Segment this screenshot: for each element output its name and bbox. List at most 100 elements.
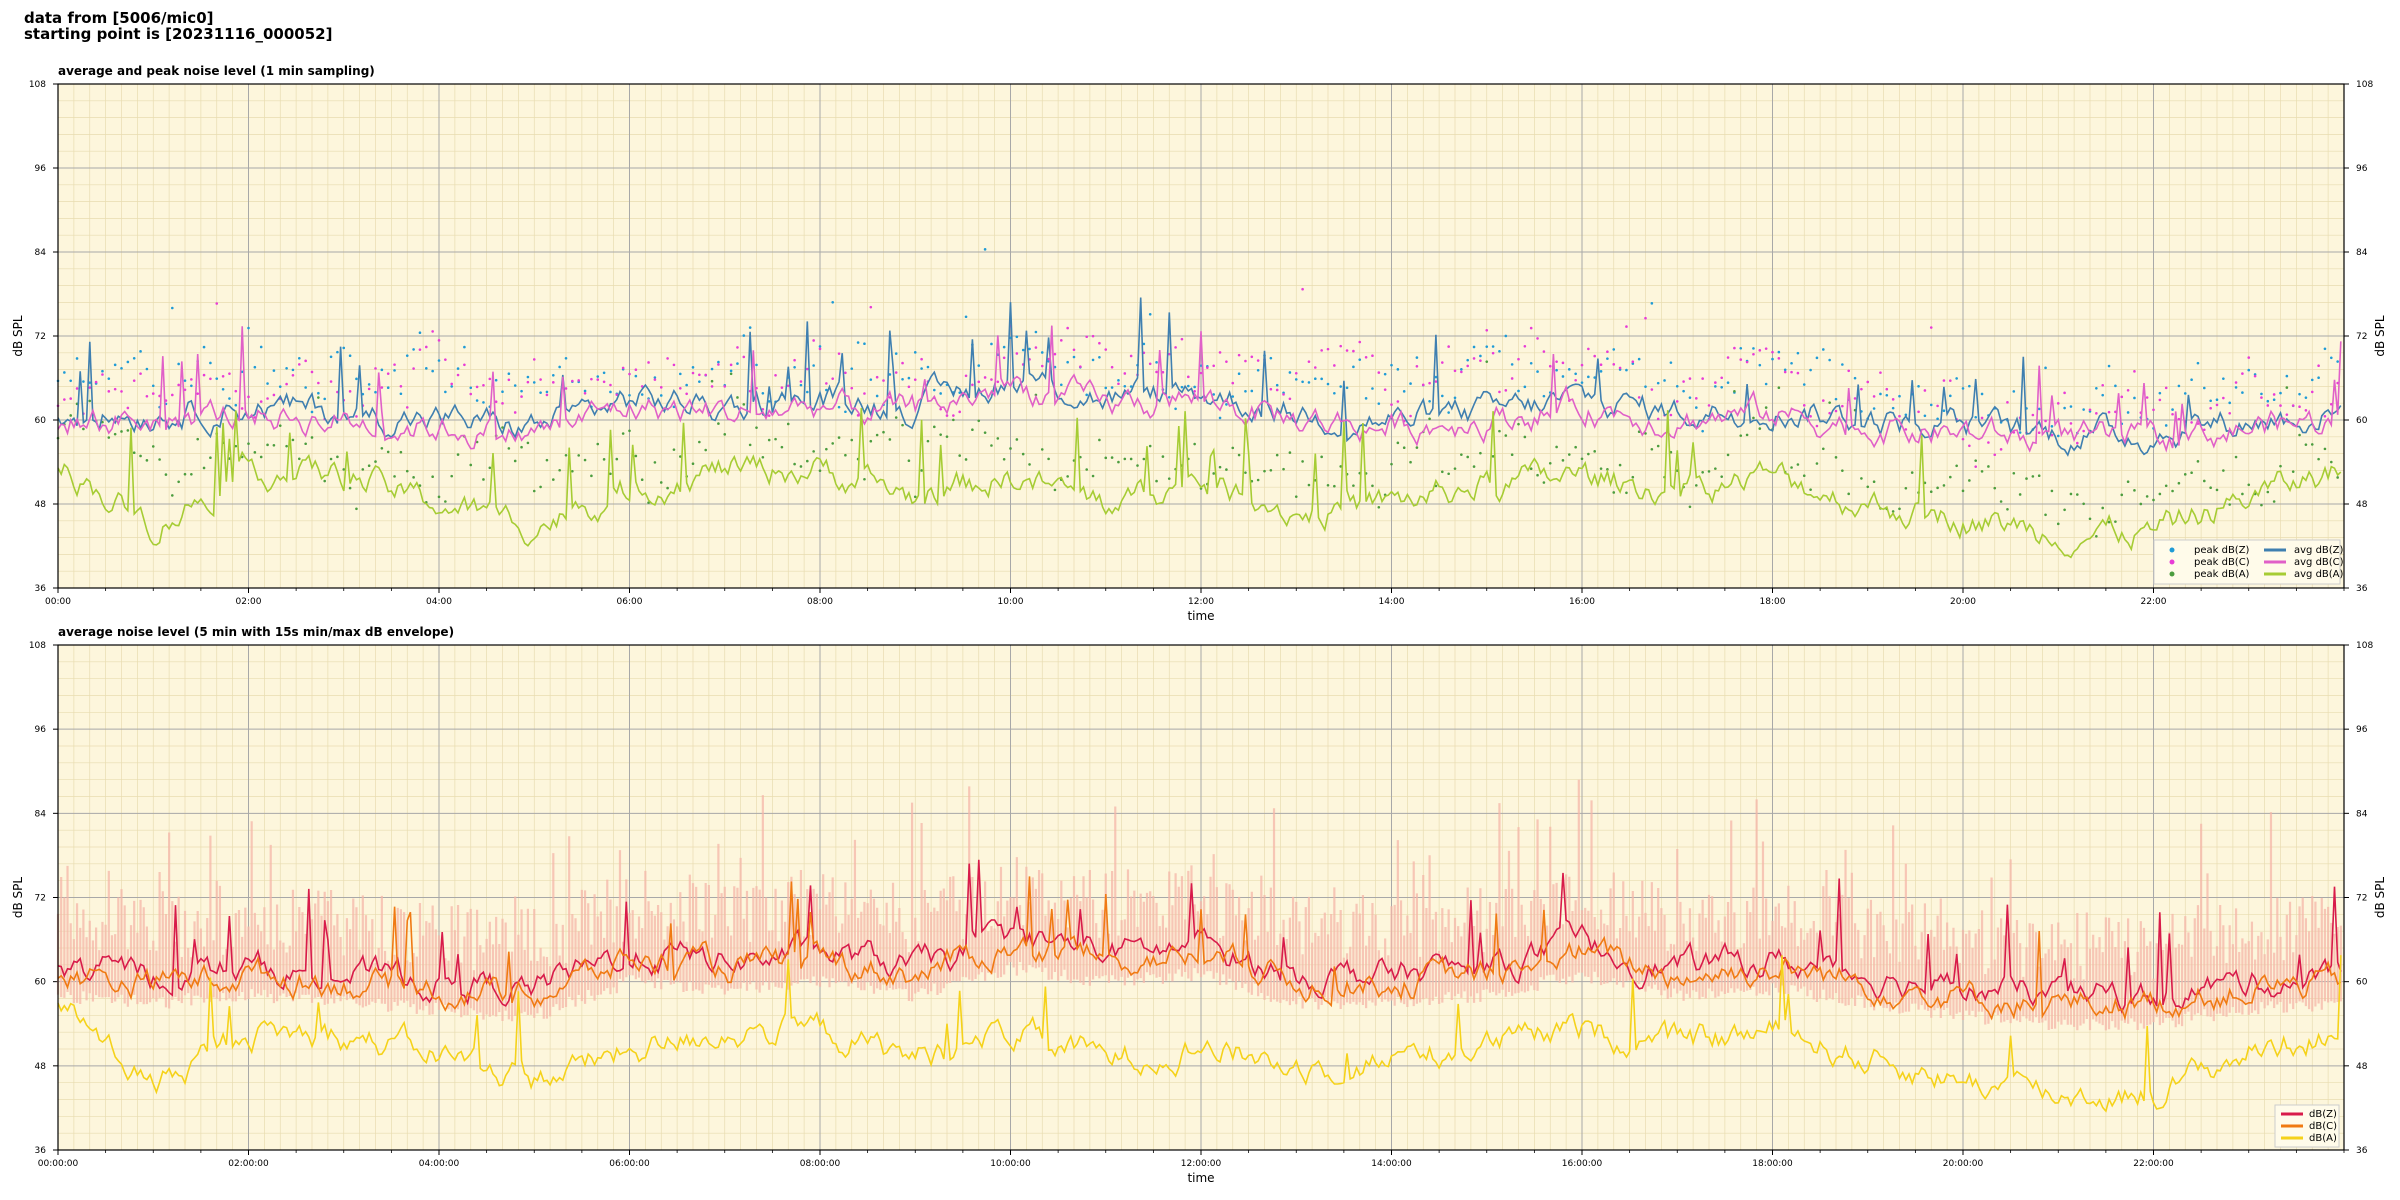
peak-point [1377, 371, 1381, 374]
peak-point [272, 444, 276, 447]
y-tick-label-right: 48 [2356, 500, 2368, 510]
y-tick-label: 48 [35, 500, 47, 510]
peak-point [1529, 467, 1533, 470]
peak-point [1631, 475, 1635, 479]
peak-point [1504, 334, 1508, 338]
peak-point [1580, 363, 1584, 367]
peak-point [221, 388, 225, 391]
peak-point [1123, 384, 1127, 388]
peak-point [1142, 457, 1146, 461]
peak-point [825, 447, 828, 451]
peak-point [1301, 287, 1304, 291]
peak-point [1561, 361, 1565, 365]
peak-point [399, 384, 403, 388]
peak-point [374, 390, 377, 394]
peak-point [545, 393, 549, 397]
peak-point [1720, 475, 1723, 478]
peak-point [1529, 326, 1533, 330]
peak-point [990, 378, 993, 381]
peak-point [431, 330, 434, 333]
peak-point [1396, 368, 1400, 371]
peak-point [1364, 397, 1368, 400]
peak-point [63, 371, 66, 374]
peak-point [1415, 446, 1419, 449]
peak-point [799, 465, 803, 468]
peak-point [1167, 352, 1171, 356]
peak-point [107, 436, 111, 439]
legend-label: dB(Z) [2309, 1109, 2337, 1120]
peak-point [1834, 397, 1838, 401]
peak-point [2241, 372, 2244, 375]
peak-point [710, 385, 714, 388]
peak-point [1288, 371, 1292, 374]
peak-point [615, 457, 619, 461]
peak-point [209, 456, 212, 460]
peak-point [94, 380, 98, 384]
peak-point [1771, 350, 1774, 354]
peak-point [1199, 371, 1203, 375]
peak-point [882, 379, 885, 382]
peak-point [653, 461, 657, 464]
peak-point [501, 402, 504, 405]
peak-point [1815, 462, 1819, 465]
peak-point [266, 382, 269, 385]
peak-point [1034, 330, 1038, 334]
peak-point [1777, 386, 1781, 390]
peak-point [482, 383, 485, 387]
peak-point [298, 356, 301, 360]
peak-point [1294, 378, 1298, 381]
peak-point [2336, 476, 2339, 479]
peak-point [2291, 470, 2295, 473]
peak-point [1498, 390, 1501, 394]
peak-point [1790, 466, 1793, 469]
peak-point [2260, 392, 2263, 396]
peak-point [818, 469, 822, 473]
peak-point [1872, 480, 1876, 484]
peak-point [291, 368, 295, 372]
peak-point [1529, 361, 1533, 365]
peak-point [1218, 465, 1222, 469]
peak-point [1237, 353, 1241, 357]
peak-point [1993, 486, 1997, 490]
peak-point [1612, 363, 1616, 366]
peak-point [1231, 381, 1235, 385]
peak-point [1441, 361, 1444, 364]
peak-point [2247, 356, 2251, 359]
peak-point [1980, 470, 1984, 473]
peak-point [602, 380, 606, 384]
peak-point [602, 458, 606, 461]
peak-point [1631, 362, 1635, 365]
peak-point [177, 383, 180, 387]
peak-point [1695, 484, 1698, 487]
peak-point [386, 386, 390, 390]
peak-point [367, 464, 371, 468]
peak-point [1288, 451, 1292, 454]
peak-point [1726, 381, 1730, 384]
peak-point [666, 486, 669, 490]
peak-point [145, 459, 149, 462]
peak-point [1536, 473, 1539, 477]
peak-point [615, 393, 619, 396]
peak-point [171, 393, 174, 397]
peak-point [2183, 392, 2187, 395]
peak-point [317, 391, 320, 395]
peak-point [2050, 425, 2054, 428]
peak-point [418, 348, 422, 351]
peak-point [850, 386, 854, 390]
peak-point [2076, 441, 2079, 445]
peak-point [1110, 365, 1114, 369]
peak-point [2241, 391, 2244, 394]
peak-point [767, 438, 771, 442]
peak-point [786, 422, 790, 426]
peak-point [2095, 412, 2098, 415]
peak-point [272, 369, 276, 372]
peak-point [532, 489, 536, 493]
peak-point [825, 388, 828, 392]
x-tick-label: 10:00:00 [990, 1159, 1031, 1169]
peak-point [907, 385, 911, 389]
peak-point [1009, 447, 1012, 450]
peak-point [1244, 389, 1247, 393]
axes-frame [57, 83, 2345, 589]
peak-point [837, 436, 841, 439]
